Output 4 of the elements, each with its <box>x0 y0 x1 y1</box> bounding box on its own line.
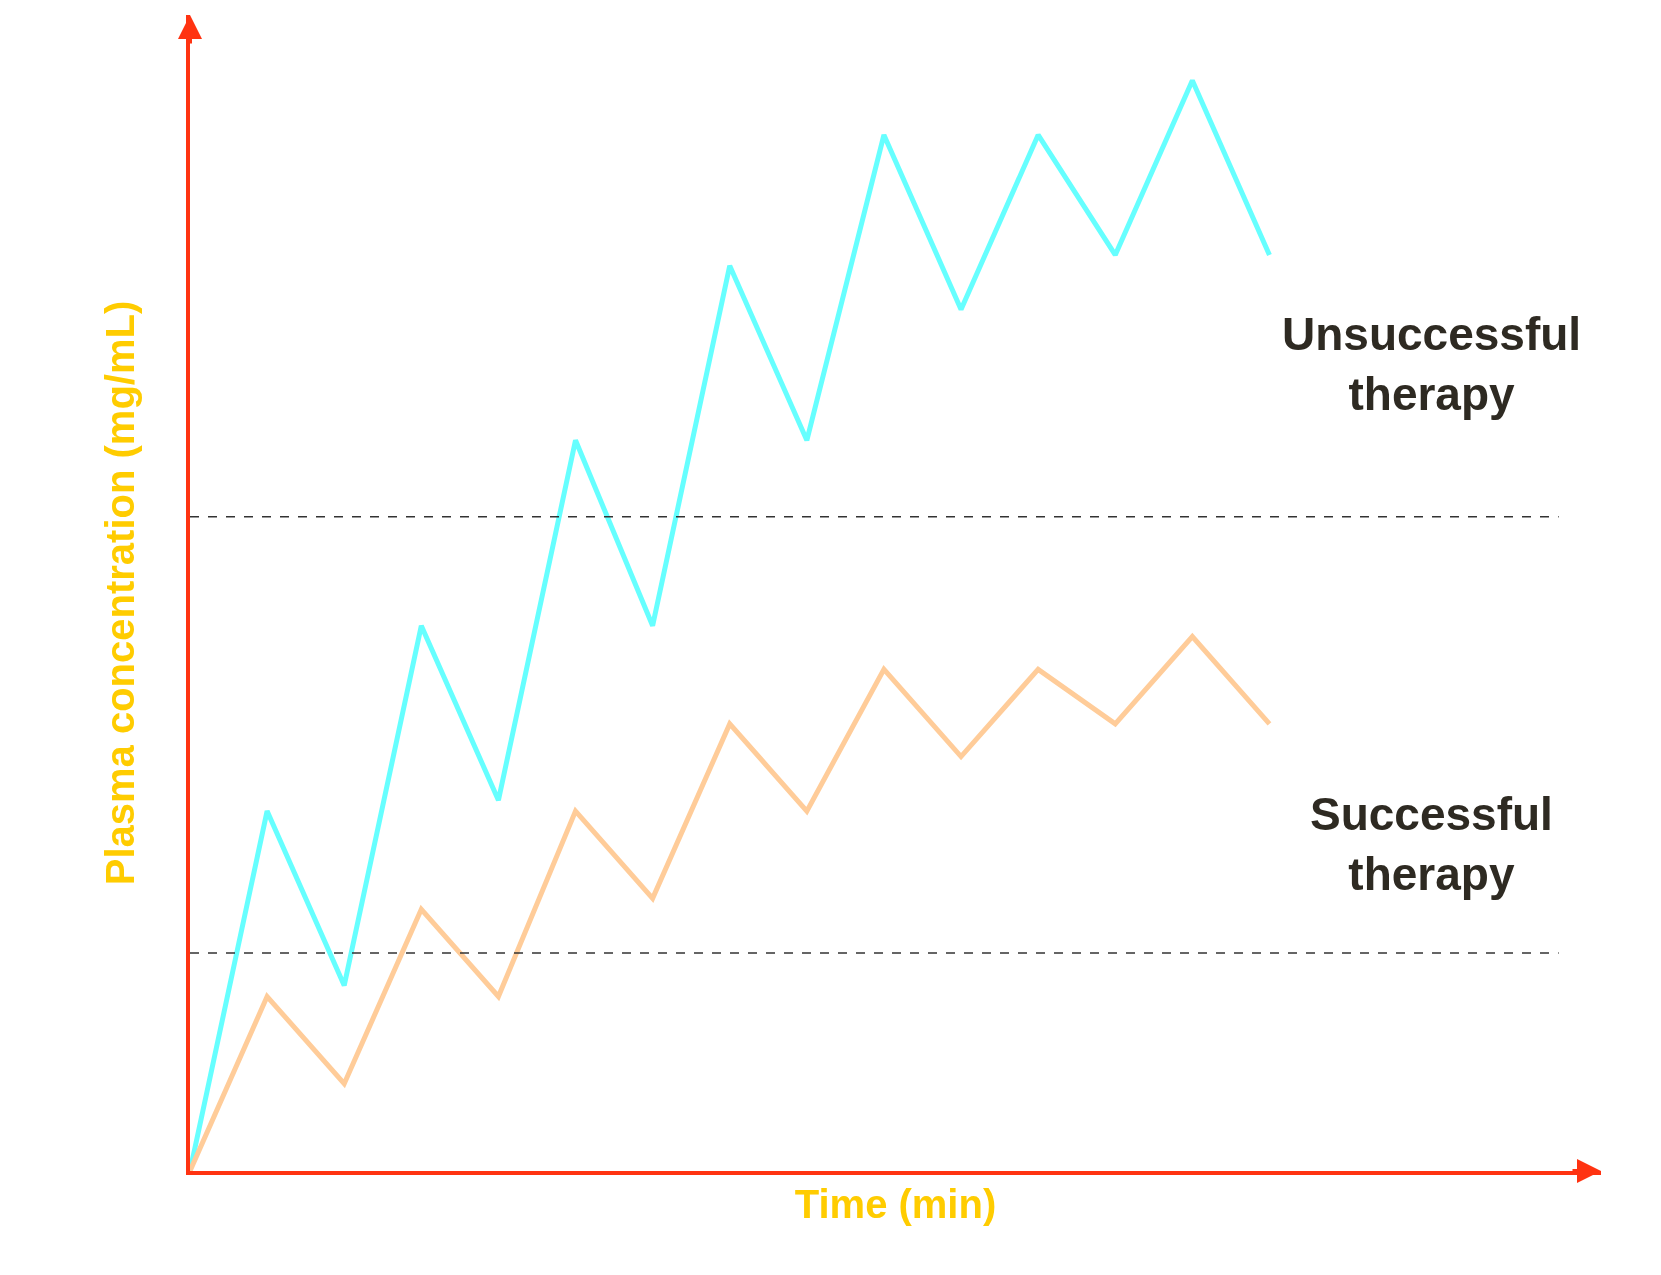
series-label: Successful therapy <box>1310 788 1553 900</box>
y-axis-title: Plasma concentration (mg/mL) <box>98 300 142 886</box>
x-axis-title: Time (min) <box>794 1182 997 1227</box>
series-label: Unsuccessful therapy <box>1282 308 1582 420</box>
